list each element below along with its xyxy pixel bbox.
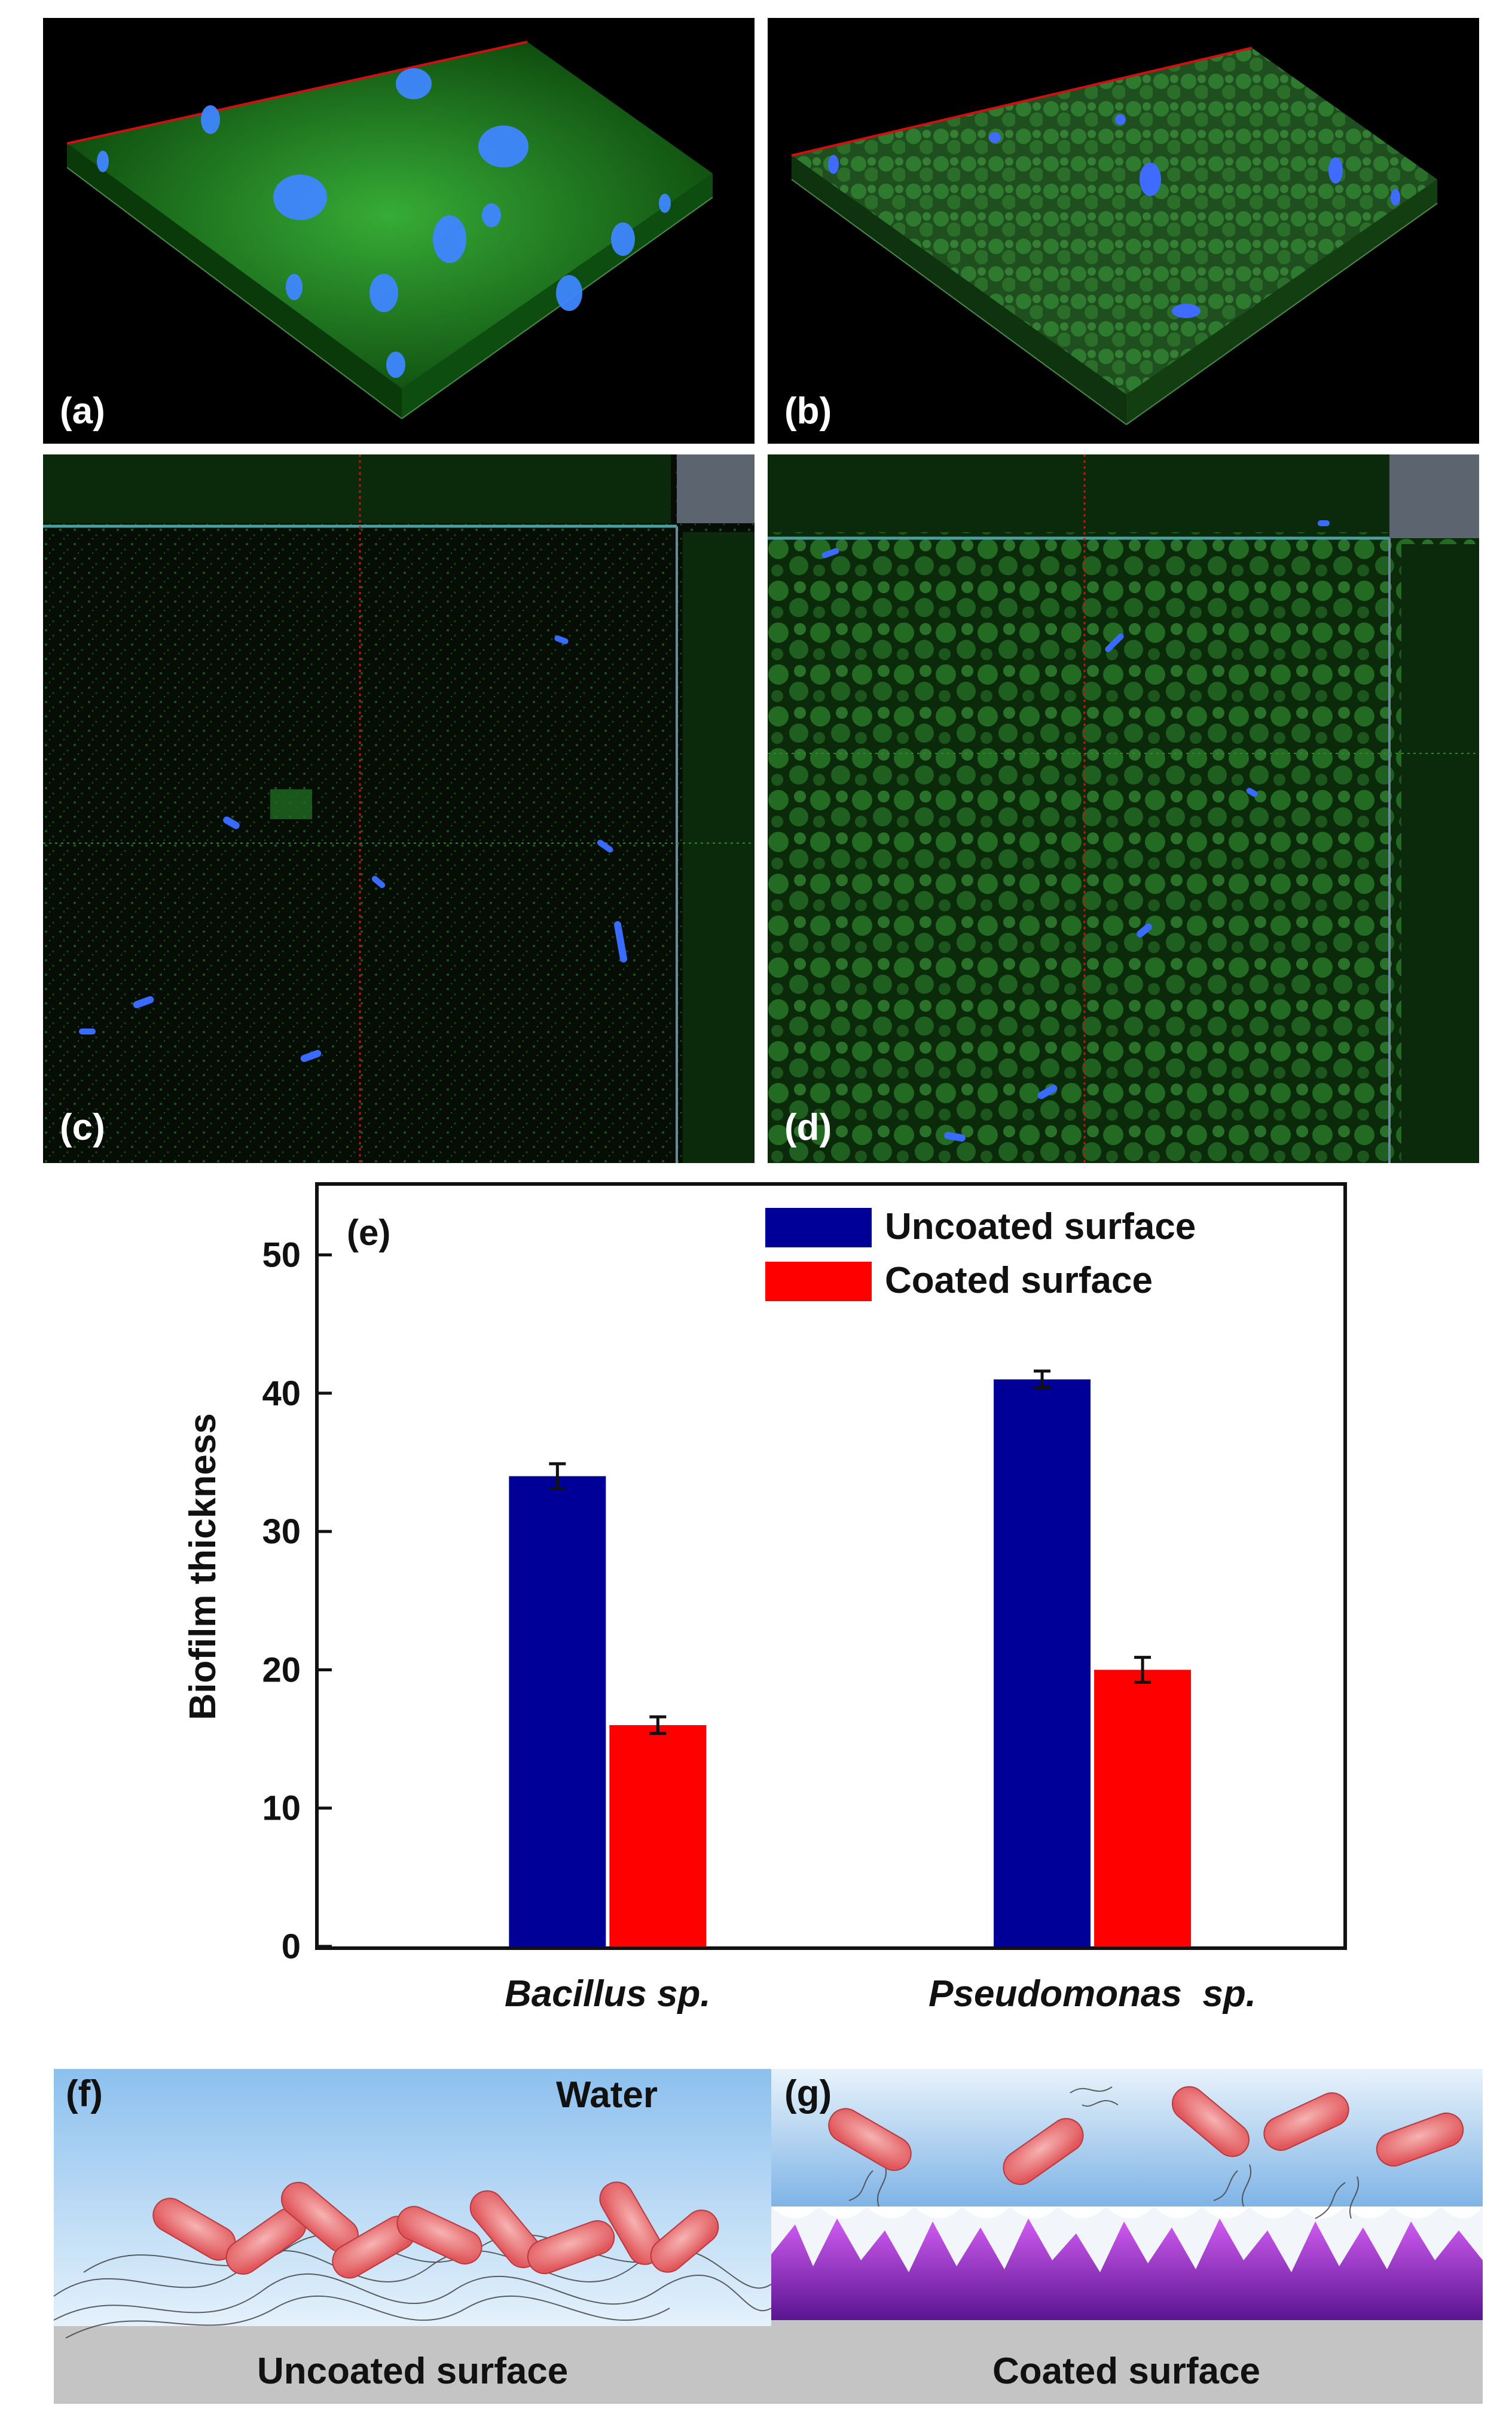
panel-c-image xyxy=(43,454,755,1163)
panel-a-image xyxy=(66,41,713,419)
panel-c-label: (c) xyxy=(60,1107,105,1148)
panel-e-label: (e) xyxy=(347,1213,390,1253)
y-tick-label: 50 xyxy=(262,1236,301,1275)
y-tick-label: 0 xyxy=(282,1927,301,1966)
panel-d-image xyxy=(768,454,1479,1163)
panel-g-schematic: (g) Coated surface xyxy=(771,2069,1483,2404)
y-axis-label: Biofilm thickness xyxy=(182,1413,224,1720)
biofilm-slab xyxy=(792,48,1437,395)
panel-g-image xyxy=(771,2069,1483,2404)
panel-a-label: (a) xyxy=(60,390,105,432)
panel-f-schematic: (f) Water Uncoated surface xyxy=(48,2069,771,2404)
biofilm-slab xyxy=(67,42,713,389)
panel-b-image xyxy=(791,47,1438,425)
y-axis-ticks: 0 10 20 30 40 50 xyxy=(262,1236,332,1966)
bacteria-clusters xyxy=(97,68,671,378)
coating-nanostructure xyxy=(771,2218,1483,2320)
uncoated-surface-label: Uncoated surface xyxy=(257,2351,569,2392)
panel-a-confocal-3d: (a) xyxy=(43,18,755,444)
chart-bars xyxy=(509,1369,1192,1946)
y-tick-label: 20 xyxy=(262,1650,301,1689)
bacteria-cells xyxy=(821,520,1330,1142)
chart-frame xyxy=(315,1182,1347,1950)
yz-projection xyxy=(1401,544,1479,1163)
panel-b-label: (b) xyxy=(784,390,832,432)
yz-projection xyxy=(683,532,755,1163)
water-layer xyxy=(54,2069,771,2326)
legend-label: Coated surface xyxy=(885,1260,1153,1301)
x-category-label: Pseudomonas sp. xyxy=(928,1973,1256,2015)
y-tick-label: 30 xyxy=(262,1512,301,1551)
x-axis-labels: Bacillus sp. Pseudomonas sp. xyxy=(505,1973,1256,2015)
y-tick-label: 10 xyxy=(262,1789,301,1828)
bacteria-cells xyxy=(79,635,628,1063)
chart-svg: (e) Biofilm thickness 0 10 20 30 40 50 Bacill… xyxy=(182,1182,1347,2015)
bacteria-cells xyxy=(152,2181,719,2279)
panel-e-bar-chart: (e) Biofilm thickness 0 10 20 30 40 50 Bacill… xyxy=(167,1172,1363,2027)
legend-label: Uncoated surface xyxy=(885,1206,1196,1247)
legend-swatch xyxy=(765,1208,872,1247)
panel-d-confocal-slice: (d) xyxy=(768,454,1479,1163)
y-tick-label: 40 xyxy=(262,1374,301,1413)
bacteria-cells xyxy=(828,114,1400,318)
panel-d-label: (d) xyxy=(784,1107,832,1148)
water-label: Water xyxy=(556,2074,658,2116)
bar-coated-0 xyxy=(609,1725,707,1946)
coated-surface-label: Coated surface xyxy=(992,2351,1260,2392)
xz-projection xyxy=(768,454,1395,532)
panel-f-image xyxy=(53,2069,771,2404)
bar-uncoated-1 xyxy=(994,1379,1091,1946)
substrate xyxy=(54,2326,771,2404)
x-category-label: Bacillus sp. xyxy=(505,1973,711,2015)
bacteria-cells xyxy=(828,2086,1464,2185)
panel-f-label: (f) xyxy=(66,2073,103,2114)
panel-g-label: (g) xyxy=(784,2073,832,2114)
bar-uncoated-0 xyxy=(509,1476,606,1946)
bacterial-appendages xyxy=(848,2086,1359,2219)
panel-b-confocal-3d: (b) xyxy=(768,18,1479,444)
panel-c-confocal-slice: (c) xyxy=(43,454,755,1163)
legend-swatch xyxy=(765,1262,872,1301)
substrate xyxy=(771,2320,1483,2404)
chart-legend: Uncoated surface Coated surface xyxy=(765,1206,1196,1301)
bar-coated-1 xyxy=(1094,1670,1192,1946)
xz-projection xyxy=(43,454,671,523)
